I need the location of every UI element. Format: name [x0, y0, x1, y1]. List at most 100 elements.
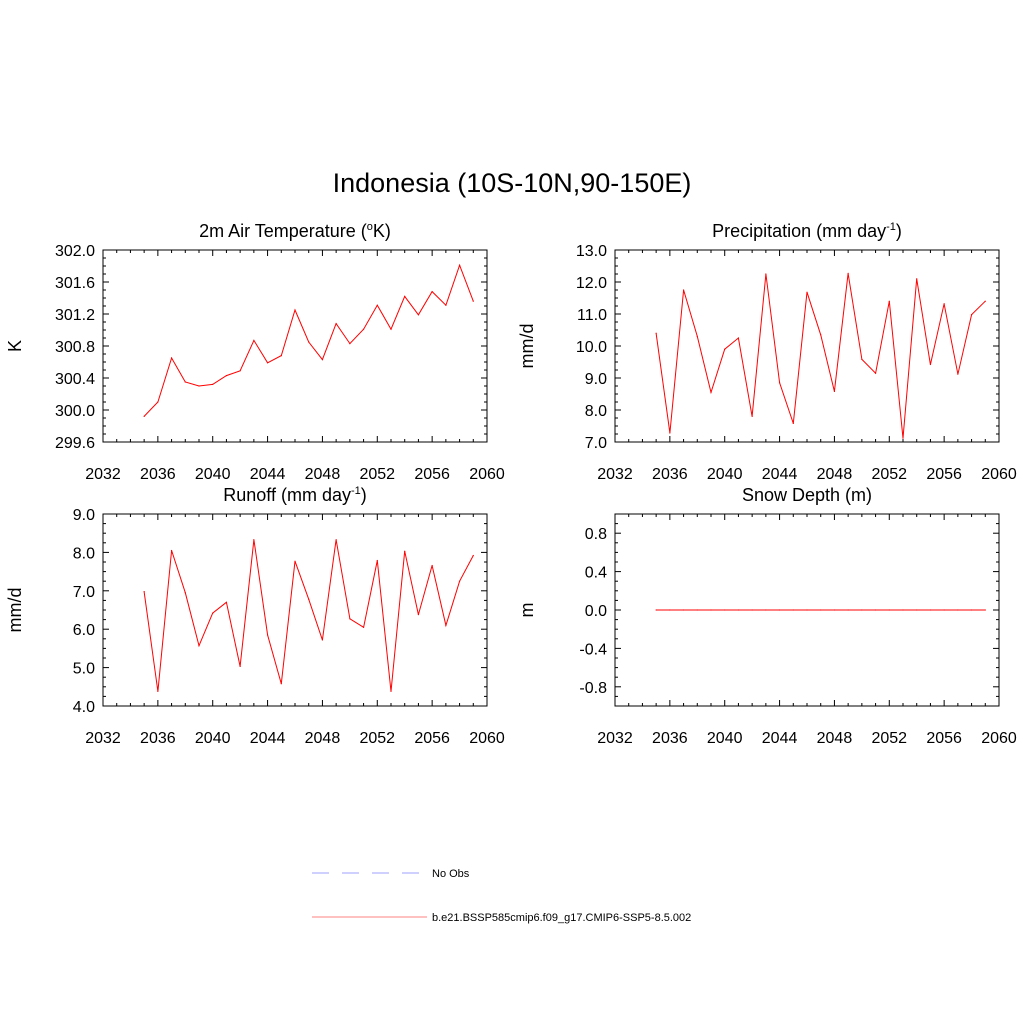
y-tick-label: 11.0	[577, 307, 607, 324]
data-point	[472, 554, 474, 557]
y-axis-label: mm/d	[517, 324, 537, 369]
x-tick-label: 2040	[195, 466, 231, 483]
data-point	[431, 291, 433, 293]
x-tick-label: 2048	[817, 730, 853, 747]
series-line	[143, 539, 474, 692]
data-point	[376, 559, 378, 562]
y-axis-label: K	[5, 340, 25, 352]
y-tick-label: 4.0	[73, 699, 95, 716]
x-tick-label: 2036	[140, 730, 176, 747]
data-point	[929, 609, 932, 611]
data-point	[349, 618, 351, 620]
data-point	[143, 415, 145, 417]
x-tick-label: 2040	[195, 730, 231, 747]
data-point	[212, 383, 214, 385]
data-point	[143, 590, 145, 593]
data-point	[696, 609, 698, 611]
y-tick-label: 0.0	[585, 603, 607, 620]
x-tick-label: 2036	[652, 730, 688, 747]
data-point	[445, 624, 447, 626]
data-point	[308, 341, 310, 343]
data-point	[806, 291, 808, 293]
data-point	[253, 339, 255, 341]
data-point	[682, 289, 685, 291]
data-point	[404, 295, 406, 297]
data-point	[212, 612, 214, 614]
data-point	[970, 314, 973, 316]
y-tick-label: 8.0	[585, 403, 607, 420]
x-tick-label: 2060	[981, 466, 1017, 483]
data-point	[724, 609, 726, 611]
data-point	[184, 381, 186, 383]
chart-title: 2m Air Temperature (oK)	[199, 221, 391, 241]
data-point	[655, 332, 657, 334]
data-point	[765, 609, 767, 611]
x-tick-label: 2044	[762, 466, 798, 483]
y-tick-label: 6.0	[73, 622, 95, 639]
x-tick-label: 2044	[250, 730, 286, 747]
x-tick-label: 2036	[652, 466, 688, 483]
chart-panel-4: Snow Depth (m) m 2032 2036 2040 2044 2048 2052 2…	[517, 485, 1017, 747]
y-axis-label: mm/d	[5, 588, 25, 633]
chart-panel-2: Precipitation (mm day-1) mm/d 2032 2036 2040…	[517, 221, 1017, 483]
data-point	[929, 363, 932, 366]
data-point	[710, 391, 712, 393]
chart-title: Snow Depth (m)	[742, 485, 872, 505]
x-tick-label: 2044	[762, 730, 798, 747]
y-tick-label: 300.4	[55, 371, 95, 388]
data-point	[349, 343, 351, 345]
x-tick-label: 2056	[414, 466, 450, 483]
data-point	[682, 609, 685, 611]
x-tick-label: 2032	[597, 730, 633, 747]
y-tick-label: 9.0	[585, 371, 607, 388]
y-tick-label: 301.6	[55, 275, 95, 292]
data-point	[458, 264, 461, 266]
data-point	[335, 539, 337, 541]
data-point	[861, 358, 863, 361]
data-point	[847, 272, 849, 274]
x-tick-label: 2036	[140, 466, 176, 483]
y-tick-label: 0.8	[585, 526, 607, 543]
page-title: Indonesia (10S-10N,90-150E)	[332, 168, 692, 198]
data-point	[806, 609, 808, 611]
data-point	[417, 614, 420, 616]
data-point	[294, 309, 296, 311]
data-point	[198, 645, 200, 647]
data-point	[157, 690, 159, 693]
data-point	[266, 362, 269, 364]
data-point	[751, 609, 753, 611]
y-tick-label: 13.0	[576, 243, 607, 260]
data-point	[833, 390, 836, 393]
data-point	[874, 372, 877, 374]
data-point	[655, 609, 657, 611]
y-tick-label: 300.8	[55, 339, 95, 356]
y-tick-label: 7.0	[585, 435, 607, 452]
data-point	[957, 609, 959, 611]
data-point	[820, 609, 822, 611]
data-point	[724, 348, 726, 350]
plot-frame	[102, 249, 488, 443]
data-point	[902, 609, 904, 611]
data-point	[253, 539, 255, 541]
data-point	[239, 370, 241, 372]
data-point	[170, 357, 173, 359]
data-point	[157, 401, 159, 403]
chart-panel-3: Runoff (mm day-1) mm/d 2032 2036 2040 2044 204…	[5, 485, 505, 747]
data-point	[792, 609, 794, 611]
x-tick-label: 2056	[926, 730, 962, 747]
data-point	[225, 375, 228, 377]
data-point	[792, 422, 794, 425]
chart-panel-1: 2m Air Temperature (oK) K 2032 2036 2040 2044…	[5, 221, 505, 483]
y-tick-label: 299.6	[55, 435, 95, 452]
x-tick-label: 2048	[305, 466, 341, 483]
data-point	[308, 598, 310, 600]
y-tick-label: 0.4	[585, 565, 607, 582]
data-point	[970, 609, 973, 611]
y-tick-label: 301.2	[55, 307, 95, 324]
data-point	[696, 335, 698, 337]
y-tick-label: 302.0	[55, 243, 95, 260]
data-point	[984, 609, 986, 611]
x-tick-label: 2060	[469, 730, 505, 747]
data-point	[404, 550, 406, 552]
